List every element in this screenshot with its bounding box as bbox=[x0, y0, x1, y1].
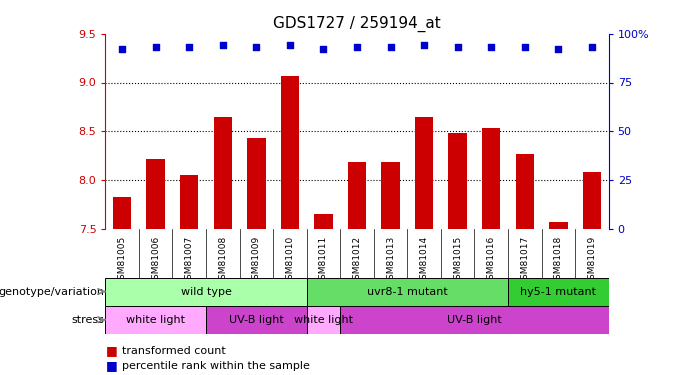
Bar bbox=[180, 175, 199, 229]
Bar bbox=[307, 306, 340, 334]
Point bbox=[184, 44, 194, 50]
Bar bbox=[583, 172, 601, 229]
Text: GSM81016: GSM81016 bbox=[487, 236, 496, 285]
Text: white light: white light bbox=[294, 315, 353, 325]
Text: UV-B light: UV-B light bbox=[447, 315, 502, 325]
Bar bbox=[247, 138, 266, 229]
Point bbox=[318, 46, 329, 53]
Bar bbox=[105, 306, 206, 334]
Text: stress: stress bbox=[72, 315, 105, 325]
Bar bbox=[508, 278, 609, 306]
Text: GSM81018: GSM81018 bbox=[554, 236, 563, 285]
Text: white light: white light bbox=[126, 315, 185, 325]
Bar bbox=[113, 196, 131, 229]
Text: GSM81006: GSM81006 bbox=[151, 236, 160, 285]
Text: hy5-1 mutant: hy5-1 mutant bbox=[520, 286, 596, 297]
Point bbox=[520, 44, 530, 50]
Text: uvr8-1 mutant: uvr8-1 mutant bbox=[367, 286, 447, 297]
Bar bbox=[515, 154, 534, 229]
Text: wild type: wild type bbox=[181, 286, 231, 297]
Point bbox=[586, 44, 597, 50]
Text: GSM81014: GSM81014 bbox=[420, 236, 428, 285]
Text: GSM81011: GSM81011 bbox=[319, 236, 328, 285]
Bar bbox=[340, 306, 609, 334]
Text: percentile rank within the sample: percentile rank within the sample bbox=[122, 361, 310, 370]
Bar bbox=[381, 162, 400, 229]
Bar bbox=[146, 159, 165, 229]
Bar bbox=[105, 278, 307, 306]
Point bbox=[419, 42, 430, 48]
Text: GSM81012: GSM81012 bbox=[352, 236, 362, 285]
Text: ■: ■ bbox=[105, 344, 117, 357]
Point bbox=[452, 44, 463, 50]
Point bbox=[486, 44, 496, 50]
Text: ■: ■ bbox=[105, 359, 117, 372]
Bar bbox=[482, 128, 500, 229]
Text: GSM81005: GSM81005 bbox=[118, 236, 126, 285]
Point bbox=[385, 44, 396, 50]
Bar bbox=[206, 306, 307, 334]
Text: GSM81008: GSM81008 bbox=[218, 236, 227, 285]
Bar bbox=[307, 278, 508, 306]
Point bbox=[218, 42, 228, 48]
Text: UV-B light: UV-B light bbox=[229, 315, 284, 325]
Text: genotype/variation: genotype/variation bbox=[0, 286, 105, 297]
Bar bbox=[347, 162, 367, 229]
Bar bbox=[549, 222, 568, 229]
Point bbox=[284, 42, 295, 48]
Text: GSM81013: GSM81013 bbox=[386, 236, 395, 285]
Text: GSM81017: GSM81017 bbox=[520, 236, 529, 285]
Bar bbox=[214, 117, 232, 229]
Point bbox=[117, 46, 128, 53]
Point bbox=[553, 46, 564, 53]
Point bbox=[150, 44, 161, 50]
Text: transformed count: transformed count bbox=[122, 346, 226, 355]
Text: GSM81019: GSM81019 bbox=[588, 236, 596, 285]
Text: GSM81010: GSM81010 bbox=[286, 236, 294, 285]
Bar bbox=[448, 133, 467, 229]
Text: GSM81015: GSM81015 bbox=[453, 236, 462, 285]
Text: GSM81007: GSM81007 bbox=[185, 236, 194, 285]
Bar bbox=[281, 76, 299, 229]
Text: GSM81009: GSM81009 bbox=[252, 236, 261, 285]
Bar bbox=[415, 117, 433, 229]
Bar bbox=[314, 214, 333, 229]
Point bbox=[352, 44, 362, 50]
Title: GDS1727 / 259194_at: GDS1727 / 259194_at bbox=[273, 16, 441, 32]
Point bbox=[251, 44, 262, 50]
